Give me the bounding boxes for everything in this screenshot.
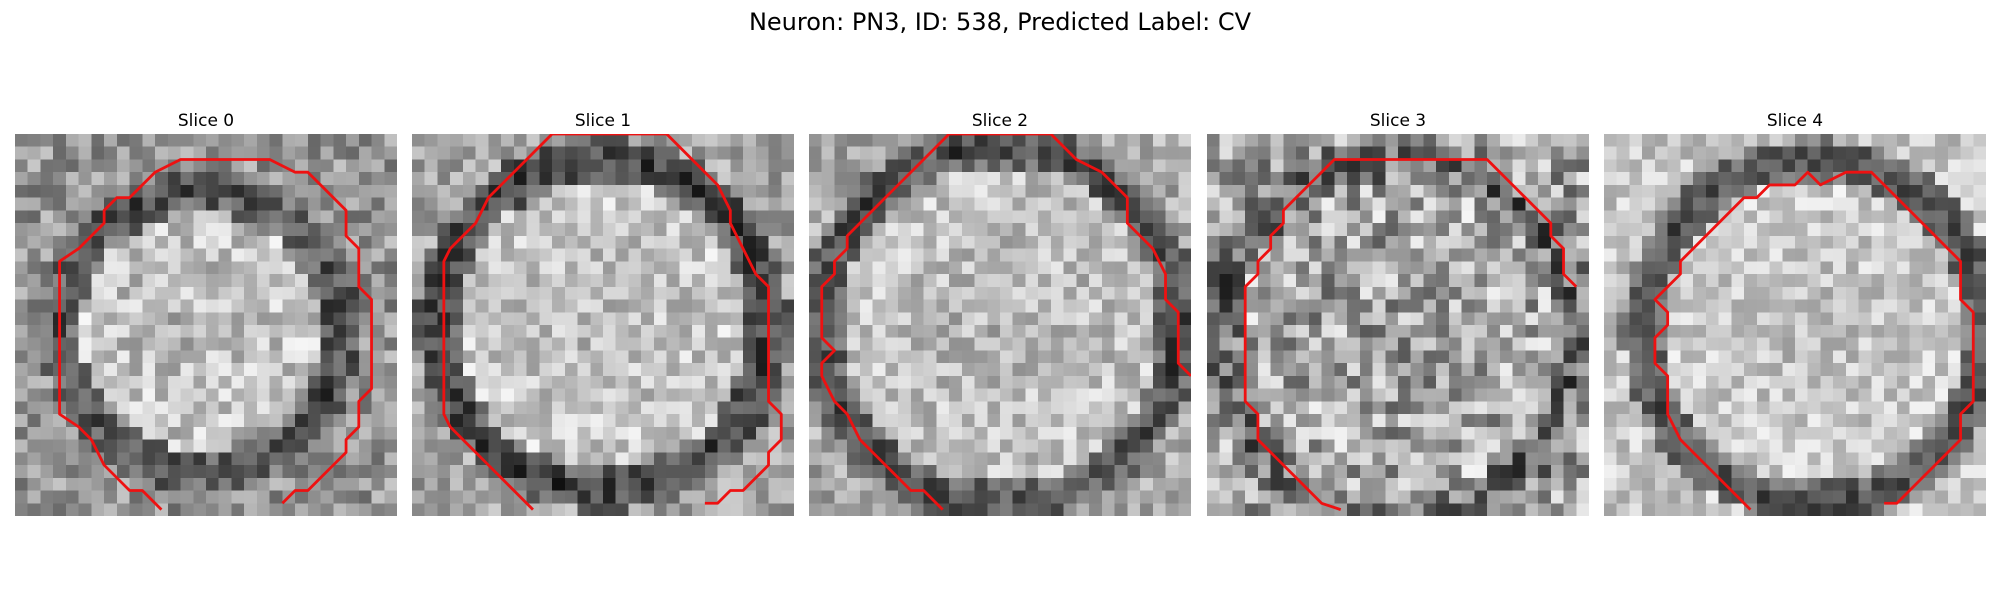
- slice-panel-1: Slice 1: [412, 108, 794, 516]
- slice-panel-0: Slice 0: [15, 108, 397, 516]
- contour-line: [442, 134, 783, 511]
- slice-image: [1604, 134, 1986, 516]
- slice-image: [809, 134, 1191, 516]
- slice-title: Slice 1: [574, 111, 632, 131]
- slice-title: Slice 0: [177, 111, 235, 131]
- contour-line: [58, 158, 373, 511]
- slice-image: [1207, 134, 1589, 516]
- slice-panel-4: Slice 4: [1604, 108, 1986, 516]
- slice-title: Slice 4: [1766, 111, 1824, 131]
- slice-image: [412, 134, 794, 516]
- figure-title: Neuron: PN3, ID: 538, Predicted Label: C…: [748, 8, 1252, 36]
- slice-title: Slice 3: [1369, 111, 1427, 131]
- contour-line: [820, 134, 1191, 511]
- slice-panel-2: Slice 2: [809, 108, 1191, 516]
- slice-title: Slice 2: [971, 111, 1029, 131]
- slice-image: [15, 134, 397, 516]
- slice-panel-3: Slice 3: [1207, 108, 1589, 516]
- contour-line: [1653, 170, 1975, 511]
- contour-line: [1243, 158, 1578, 511]
